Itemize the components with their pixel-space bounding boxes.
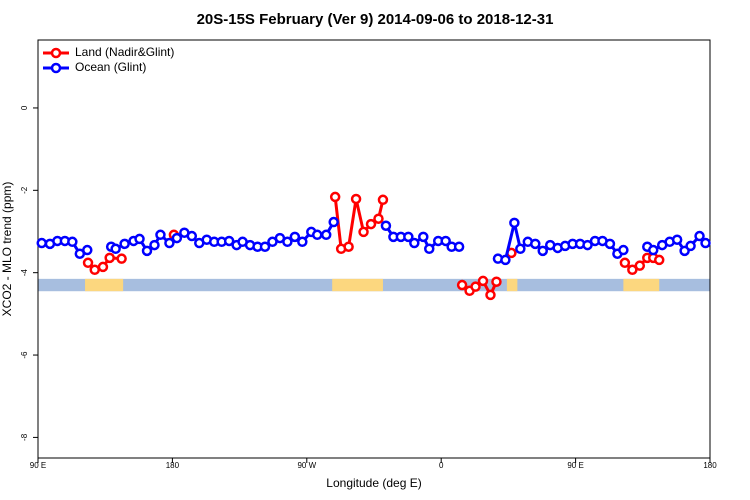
- data-point: [694, 230, 705, 242]
- data-point: [104, 252, 115, 264]
- legend-marker: [50, 47, 62, 59]
- data-point: [89, 264, 100, 276]
- data-point: [418, 231, 429, 243]
- plot-frame: [37, 39, 711, 459]
- land-band: [85, 278, 124, 292]
- y-tick-label: -8: [20, 433, 29, 441]
- data-point: [634, 260, 646, 271]
- data-point: [509, 217, 520, 229]
- data-point: [186, 230, 198, 242]
- x-tick-label: 90 W: [297, 461, 316, 470]
- data-point: [453, 241, 465, 252]
- x-tick-label: 180: [166, 461, 180, 470]
- data-point: [312, 229, 323, 241]
- data-point: [491, 276, 502, 287]
- x-axis-label: Longitude (deg E): [326, 476, 421, 490]
- data-point: [515, 243, 526, 255]
- data-point: [141, 245, 153, 257]
- data-point: [456, 279, 468, 291]
- data-point: [700, 237, 711, 249]
- land-band: [623, 278, 660, 292]
- x-tick-label: 90 E: [30, 461, 46, 470]
- data-point: [604, 238, 616, 250]
- data-point: [618, 244, 629, 256]
- data-point: [97, 261, 109, 273]
- data-point: [110, 243, 121, 255]
- data-point: [116, 253, 127, 264]
- data-point: [350, 193, 362, 205]
- data-point: [119, 238, 130, 250]
- data-point: [223, 235, 235, 247]
- data-point: [67, 236, 78, 248]
- data-point: [297, 236, 308, 248]
- data-point: [619, 257, 631, 269]
- land-band: [332, 278, 383, 292]
- x-tick-label: 90 E: [567, 461, 583, 470]
- data-point: [373, 213, 384, 224]
- data-point: [377, 194, 389, 206]
- data-point: [155, 229, 166, 241]
- data-point: [477, 275, 489, 287]
- data-point: [530, 238, 541, 250]
- data-point: [627, 264, 638, 276]
- data-point: [149, 239, 160, 251]
- data-point: [470, 281, 481, 292]
- data-point: [320, 229, 332, 241]
- data-point: [82, 257, 94, 269]
- data-point: [403, 231, 414, 243]
- data-point: [537, 245, 548, 257]
- y-tick-label: 0: [20, 105, 29, 110]
- chart-title: 20S-15S February (Ver 9) 2014-09-06 to 2…: [197, 11, 554, 28]
- data-point: [134, 233, 145, 245]
- legend-label: Land (Nadir&Glint): [75, 45, 174, 59]
- y-tick-label: -2: [20, 186, 29, 194]
- data-point: [343, 241, 354, 252]
- data-point: [653, 254, 665, 266]
- land-band: [506, 278, 518, 292]
- data-point: [82, 244, 93, 256]
- data-point: [289, 231, 301, 243]
- data-point: [409, 237, 420, 249]
- data-point: [328, 216, 339, 228]
- data-point: [685, 240, 696, 252]
- data-point: [424, 243, 435, 255]
- data-point: [282, 236, 293, 248]
- data-point: [500, 254, 511, 266]
- data-point: [582, 239, 593, 251]
- data-point: [259, 241, 271, 252]
- data-point: [36, 237, 47, 249]
- legend-marker: [50, 62, 62, 74]
- data-point: [171, 232, 183, 244]
- y-tick-label: -6: [20, 351, 29, 359]
- data-point: [380, 220, 392, 231]
- data-point: [485, 289, 496, 301]
- x-tick-label: 0: [439, 461, 444, 470]
- legend-label: Ocean (Glint): [75, 60, 146, 74]
- data-point: [365, 218, 377, 230]
- data-point: [648, 244, 659, 256]
- data-point: [671, 234, 683, 245]
- x-tick-label: 180: [703, 461, 717, 470]
- data-point: [440, 235, 451, 247]
- y-tick-label: -4: [20, 269, 29, 277]
- data-point: [164, 237, 175, 249]
- data-point: [329, 191, 341, 203]
- y-axis-label: XCO2 - MLO trend (ppm): [0, 182, 14, 317]
- data-point: [358, 226, 369, 238]
